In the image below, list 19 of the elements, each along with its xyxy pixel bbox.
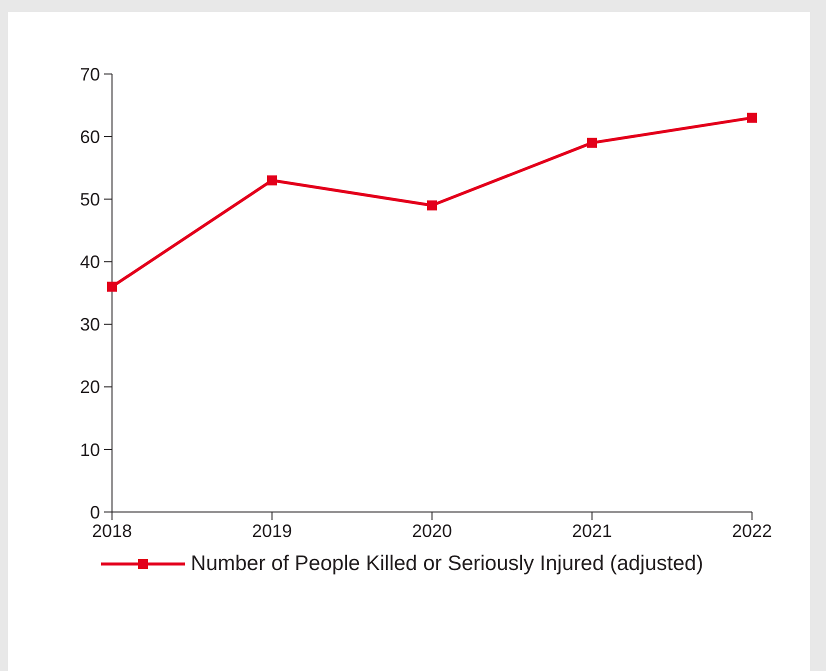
x-tick-label: 2020 <box>412 520 452 541</box>
point <box>107 282 117 292</box>
y-tick-label: 0 <box>90 502 100 522</box>
point <box>267 175 277 186</box>
x-tick-label: 2022 <box>732 520 772 541</box>
y-tick-label: 60 <box>80 126 100 147</box>
y-tick-label: 10 <box>80 440 100 460</box>
y-tick-label: 50 <box>80 190 100 210</box>
y-tick-label: 30 <box>80 314 100 335</box>
y-tick-label: 40 <box>80 252 100 272</box>
point <box>587 138 597 148</box>
y-tick-label: 20 <box>80 377 100 398</box>
y-tick-label: 70 <box>80 64 100 84</box>
x-tick-label: 2021 <box>572 520 612 541</box>
x-tick-label: 2018 <box>92 520 132 541</box>
point <box>427 200 437 210</box>
point <box>747 112 757 123</box>
x-tick-label: 2019 <box>252 520 292 541</box>
legend-label: Number of People Killed or Seriously Injured (adjusted) <box>190 552 704 576</box>
